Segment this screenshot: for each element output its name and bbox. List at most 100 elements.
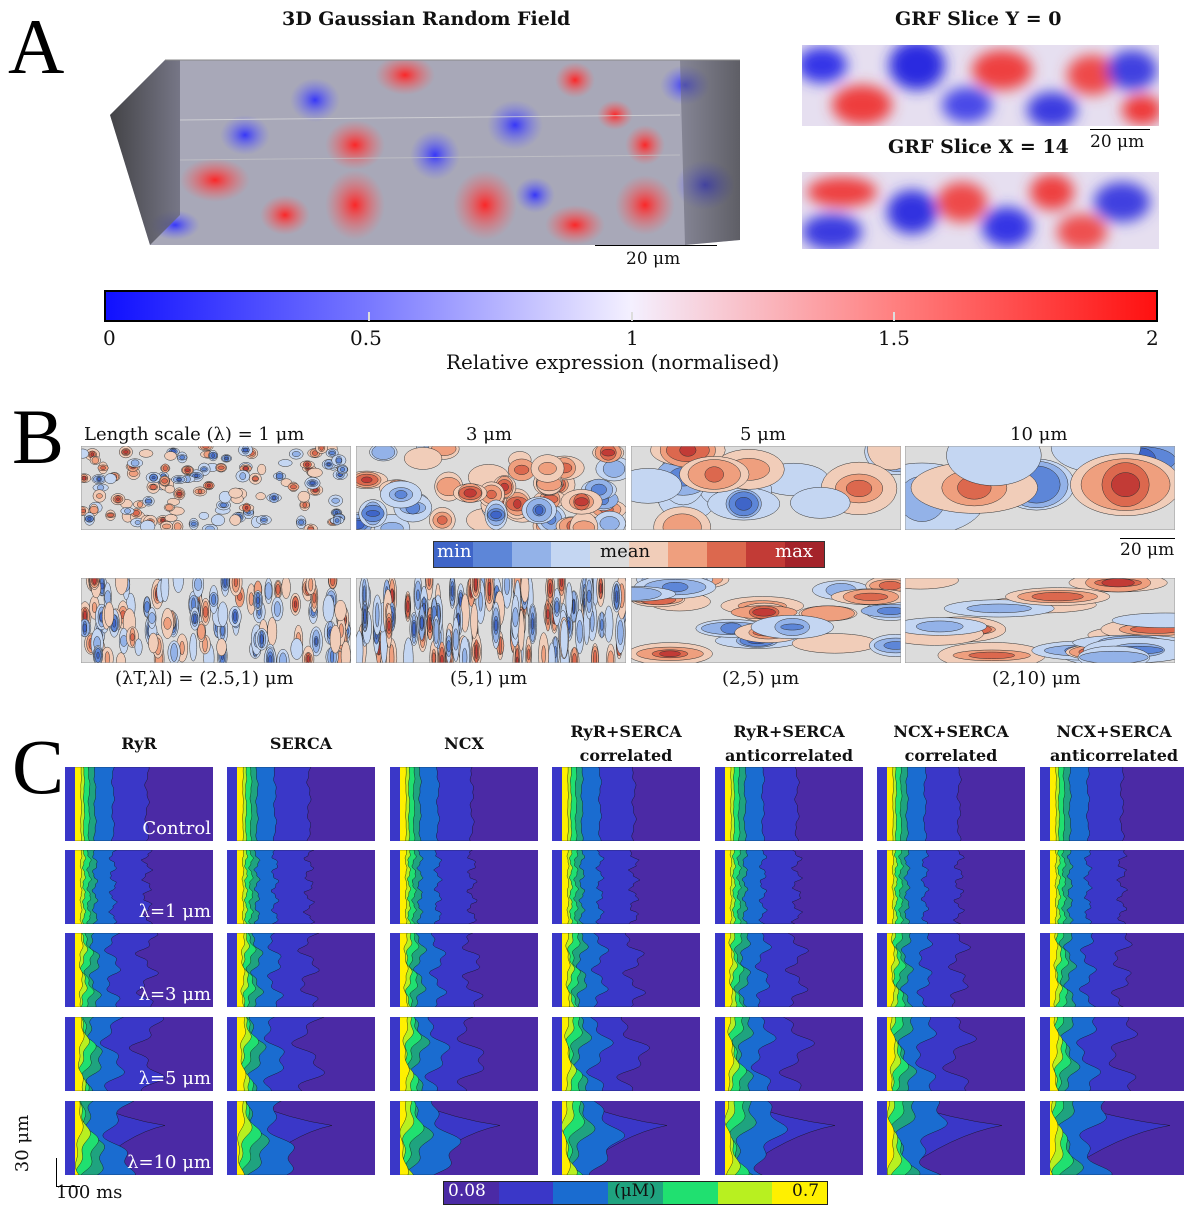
calcium-wave-cell <box>227 933 375 1007</box>
calcium-colorbar-low: 0.08 <box>448 1181 486 1201</box>
length-scale-label-1: Length scale (λ) = 1 μm <box>84 424 305 445</box>
colorbar-tick-mark-1.5 <box>893 312 895 321</box>
legend-min: min <box>437 541 472 562</box>
calcium-wave-cell: λ=5 μm <box>65 1017 213 1091</box>
calcium-wave-cell <box>877 1017 1025 1091</box>
calcium-wave-cell: Control <box>65 767 213 841</box>
calcium-wave-cell <box>390 1017 538 1091</box>
calcium-wave-cell <box>1040 1101 1184 1175</box>
column-title-4: RyR+SERCA correlated <box>546 720 706 768</box>
length-scale-label-10: 10 μm <box>1010 424 1068 445</box>
scale-label-slice: 20 μm <box>1090 132 1145 152</box>
row-label-4: λ=5 μm <box>138 1068 211 1089</box>
anisotropic-contour-4 <box>905 578 1175 663</box>
length-scale-label-5: 5 μm <box>740 424 786 445</box>
lengthscale-contour-3 <box>631 446 901 530</box>
column-title-line2: correlated <box>904 746 998 765</box>
calcium-wave-cell <box>552 767 700 841</box>
calcium-wave-cell <box>227 1101 375 1175</box>
column-title-3: NCX <box>384 732 544 756</box>
column-title-line1: RyR+SERCA <box>570 722 682 741</box>
calcium-wave-cell <box>877 933 1025 1007</box>
column-title-line2: correlated <box>579 746 673 765</box>
calcium-wave-cell <box>715 1017 863 1091</box>
row-label-5: λ=10 μm <box>127 1152 211 1173</box>
scale-bar-b <box>1120 538 1175 539</box>
calcium-wave-cell <box>390 850 538 924</box>
calcium-colorbar <box>443 1181 828 1205</box>
calcium-wave-cell <box>390 1101 538 1175</box>
panel-letter-c: C <box>12 723 65 810</box>
calcium-wave-cell <box>1040 933 1184 1007</box>
column-title-line2: anticorrelated <box>724 746 854 765</box>
colorbar-tick-0.5: 0.5 <box>350 326 382 350</box>
scale-label-3d: 20 μm <box>626 249 681 269</box>
calcium-wave-cell <box>715 1101 863 1175</box>
calcium-wave-cell <box>227 850 375 924</box>
calcium-wave-cell <box>552 1101 700 1175</box>
slice-x-title: GRF Slice X = 14 <box>888 136 1069 158</box>
calcium-wave-cell <box>877 850 1025 924</box>
calcium-wave-cell <box>552 933 700 1007</box>
scale-bar-3d <box>595 245 717 246</box>
calcium-wave-cell <box>877 1101 1025 1175</box>
column-title-6: NCX+SERCA correlated <box>871 720 1031 768</box>
lengthscale-contour-4 <box>905 446 1175 530</box>
column-title-line1: RyR+SERCA <box>733 722 845 741</box>
calcium-wave-cell <box>1040 850 1184 924</box>
colorbar-tick-mark-0.5 <box>368 312 370 321</box>
column-title-line1: NCX+SERCA <box>1056 722 1172 741</box>
calcium-wave-cell: λ=10 μm <box>65 1101 213 1175</box>
legend-mean: mean <box>600 541 651 562</box>
calcium-colorbar-high: 0.7 <box>792 1181 820 1201</box>
lengthscale-contour-2 <box>356 446 626 530</box>
length-scale-label-3: 3 μm <box>466 424 512 445</box>
calcium-wave-cell <box>1040 767 1184 841</box>
column-title-1: RyR <box>59 732 219 756</box>
calcium-wave-cell <box>715 850 863 924</box>
slice-y-title: GRF Slice Y = 0 <box>895 8 1062 30</box>
calcium-wave-cell <box>227 1017 375 1091</box>
grf-3d-box <box>110 59 740 245</box>
colorbar-tick-0: 0 <box>103 326 116 350</box>
row-label-3: λ=3 μm <box>138 984 211 1005</box>
calcium-wave-cell <box>877 767 1025 841</box>
colorbar-tick-1.5: 1.5 <box>878 326 910 350</box>
calcium-wave-cell <box>715 767 863 841</box>
legend-max: max <box>775 541 813 562</box>
calcium-colorbar-unit: (μM) <box>614 1181 656 1201</box>
column-title-line1: NCX <box>444 734 484 753</box>
aniso-label-2: (5,1) μm <box>450 668 528 689</box>
scale-label-b: 20 μm <box>1120 540 1175 560</box>
panel-letter-a: A <box>8 3 65 90</box>
aniso-label-1: (λT,λl) = (2.5,1) μm <box>115 668 294 689</box>
panel-letter-b: B <box>12 393 65 480</box>
calcium-wave-cell: λ=3 μm <box>65 933 213 1007</box>
column-title-line1: NCX+SERCA <box>893 722 1009 741</box>
colorbar-tick-1: 1 <box>626 326 639 350</box>
colorbar-tick-mark-1 <box>631 312 633 321</box>
calcium-wave-cell <box>1040 1017 1184 1091</box>
lengthscale-contour-1 <box>81 446 351 530</box>
scale-label-c-y: 30 μm <box>12 1114 34 1173</box>
slice-x-heatmap <box>802 172 1159 249</box>
slice-y-heatmap <box>802 45 1159 126</box>
column-title-line1: RyR <box>121 734 157 753</box>
row-label-2: λ=1 μm <box>138 901 211 922</box>
row-label-1: Control <box>142 818 211 839</box>
colorbar-label: Relative expression (normalised) <box>446 350 780 374</box>
column-title-line2: anticorrelated <box>1049 746 1179 765</box>
scale-label-c-x: 100 ms <box>56 1182 123 1203</box>
calcium-wave-cell: λ=1 μm <box>65 850 213 924</box>
calcium-wave-cell <box>552 1017 700 1091</box>
scale-bar-c-horizontal <box>56 1186 80 1187</box>
calcium-wave-cell <box>715 933 863 1007</box>
anisotropic-contour-1 <box>81 578 351 663</box>
contour-legend <box>433 541 825 568</box>
scale-bar-c-vertical <box>56 1158 57 1186</box>
colorbar-tick-2: 2 <box>1146 326 1159 350</box>
calcium-wave-cell <box>552 850 700 924</box>
calcium-wave-cell <box>390 767 538 841</box>
grf-3d-title: 3D Gaussian Random Field <box>282 8 571 30</box>
anisotropic-contour-2 <box>356 578 626 663</box>
